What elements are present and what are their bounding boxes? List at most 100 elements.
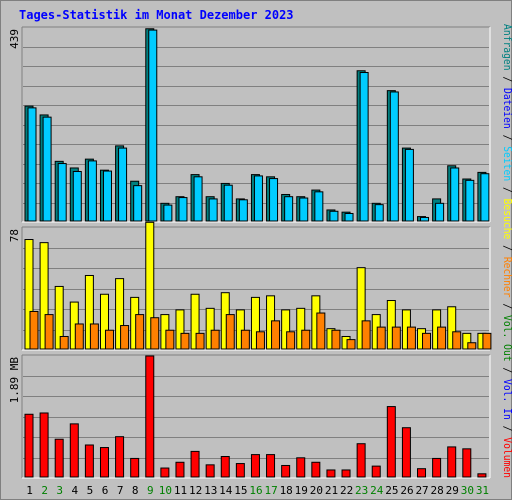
day-label-19: 19 bbox=[295, 484, 308, 497]
bar-volume-28 bbox=[432, 457, 442, 478]
bar-files-31 bbox=[480, 173, 490, 222]
bar-hosts-10 bbox=[165, 329, 175, 350]
day-label-14: 14 bbox=[219, 484, 233, 497]
bar-volume-22 bbox=[341, 469, 351, 478]
legend-part-6: Besuche bbox=[501, 199, 512, 240]
day-label-1: 1 bbox=[26, 484, 33, 497]
bar-files-18 bbox=[284, 196, 294, 222]
bar-visits-13 bbox=[205, 307, 215, 350]
legend-part-9: / bbox=[501, 298, 512, 315]
chart-title: Tages-Statistik im Monat Dezember 2023 bbox=[19, 8, 294, 22]
bar-volume-21 bbox=[326, 469, 336, 478]
panel-requests-ymax-label: 439 bbox=[8, 29, 21, 49]
legend-part-1: / bbox=[501, 71, 512, 88]
bar-visits-9 bbox=[145, 221, 155, 350]
bar-volume-5 bbox=[84, 444, 94, 478]
bar-hosts-14 bbox=[225, 314, 235, 350]
bar-visits-29 bbox=[447, 306, 457, 350]
day-label-2: 2 bbox=[41, 484, 48, 497]
bar-volume-15 bbox=[235, 463, 245, 478]
bar-hosts-7 bbox=[120, 325, 130, 350]
panel-volume-ymax-label: 1.89 MB bbox=[8, 357, 21, 404]
bar-visits-23 bbox=[356, 267, 366, 350]
bar-volume-1 bbox=[24, 413, 34, 478]
bar-files-14 bbox=[223, 184, 233, 222]
bar-files-25 bbox=[389, 91, 399, 222]
bar-visits-25 bbox=[386, 300, 396, 350]
bar-hosts-15 bbox=[240, 329, 250, 350]
day-label-17: 17 bbox=[264, 484, 277, 497]
bar-volume-24 bbox=[371, 465, 381, 478]
bar-hosts-1 bbox=[29, 310, 39, 350]
bar-files-24 bbox=[374, 204, 384, 222]
day-label-7: 7 bbox=[117, 484, 124, 497]
legend-part-7: / bbox=[501, 239, 512, 256]
bar-files-12 bbox=[193, 176, 203, 222]
bar-visits-16 bbox=[250, 296, 260, 350]
bar-volume-12 bbox=[190, 450, 200, 478]
day-label-23: 23 bbox=[355, 484, 368, 497]
legend-part-2: Dateien bbox=[501, 88, 512, 129]
bar-visits-7 bbox=[115, 278, 125, 350]
legend-part-5: / bbox=[501, 181, 512, 198]
bar-files-5 bbox=[87, 160, 97, 222]
day-label-5: 5 bbox=[87, 484, 94, 497]
legend-part-13: / bbox=[501, 420, 512, 437]
day-label-20: 20 bbox=[310, 484, 323, 497]
bar-files-28 bbox=[435, 202, 445, 222]
legend-part-4: Seiten bbox=[501, 146, 512, 181]
bar-files-22 bbox=[344, 212, 354, 222]
bar-files-20 bbox=[314, 191, 324, 222]
bar-hosts-18 bbox=[286, 331, 296, 350]
bar-volume-27 bbox=[417, 468, 427, 478]
bar-files-1 bbox=[27, 107, 37, 222]
day-label-6: 6 bbox=[102, 484, 109, 497]
day-label-13: 13 bbox=[204, 484, 217, 497]
bar-hosts-16 bbox=[255, 331, 265, 350]
bar-volume-31 bbox=[477, 473, 487, 478]
legend-part-12: Vol. In bbox=[501, 379, 512, 420]
bar-volume-10 bbox=[160, 467, 170, 478]
bar-files-11 bbox=[178, 197, 188, 222]
bar-files-26 bbox=[404, 148, 414, 222]
day-label-3: 3 bbox=[56, 484, 63, 497]
day-label-27: 27 bbox=[415, 484, 428, 497]
bar-hosts-19 bbox=[301, 329, 311, 350]
bar-files-9 bbox=[148, 29, 158, 222]
bar-volume-29 bbox=[447, 446, 457, 478]
bar-hosts-12 bbox=[195, 332, 205, 350]
day-label-29: 29 bbox=[446, 484, 459, 497]
bar-hosts-23 bbox=[361, 320, 371, 350]
legend-part-0: Anfragen bbox=[501, 24, 512, 71]
day-label-10: 10 bbox=[159, 484, 172, 497]
bar-volume-17 bbox=[266, 454, 276, 478]
bar-files-8 bbox=[133, 185, 143, 222]
legend-part-14: Volumen bbox=[501, 437, 512, 478]
bar-files-17 bbox=[269, 178, 279, 222]
bar-hosts-21 bbox=[331, 329, 341, 350]
bar-hosts-5 bbox=[89, 323, 99, 350]
day-label-22: 22 bbox=[340, 484, 353, 497]
bar-files-23 bbox=[359, 72, 369, 222]
bar-visits-19 bbox=[296, 307, 306, 350]
bar-hosts-27 bbox=[422, 332, 432, 350]
bar-visits-1 bbox=[24, 239, 34, 350]
bar-hosts-20 bbox=[316, 312, 326, 350]
day-label-28: 28 bbox=[431, 484, 444, 497]
legend-part-10: Vol. Out bbox=[501, 315, 512, 362]
panel-visits-ymax-label: 78 bbox=[8, 229, 21, 242]
bar-visits-5 bbox=[84, 274, 94, 350]
bar-hosts-31 bbox=[482, 332, 492, 350]
bar-volume-8 bbox=[130, 457, 140, 478]
day-label-8: 8 bbox=[132, 484, 139, 497]
bar-volume-14 bbox=[220, 456, 230, 478]
bar-hosts-4 bbox=[74, 323, 84, 350]
bar-volume-23 bbox=[356, 443, 366, 478]
bar-visits-12 bbox=[190, 293, 200, 350]
bar-files-6 bbox=[102, 170, 112, 222]
day-label-30: 30 bbox=[461, 484, 474, 497]
bar-volume-2 bbox=[39, 412, 49, 478]
bar-hosts-26 bbox=[406, 326, 416, 350]
bar-files-15 bbox=[238, 199, 248, 222]
bar-hosts-29 bbox=[452, 331, 462, 350]
